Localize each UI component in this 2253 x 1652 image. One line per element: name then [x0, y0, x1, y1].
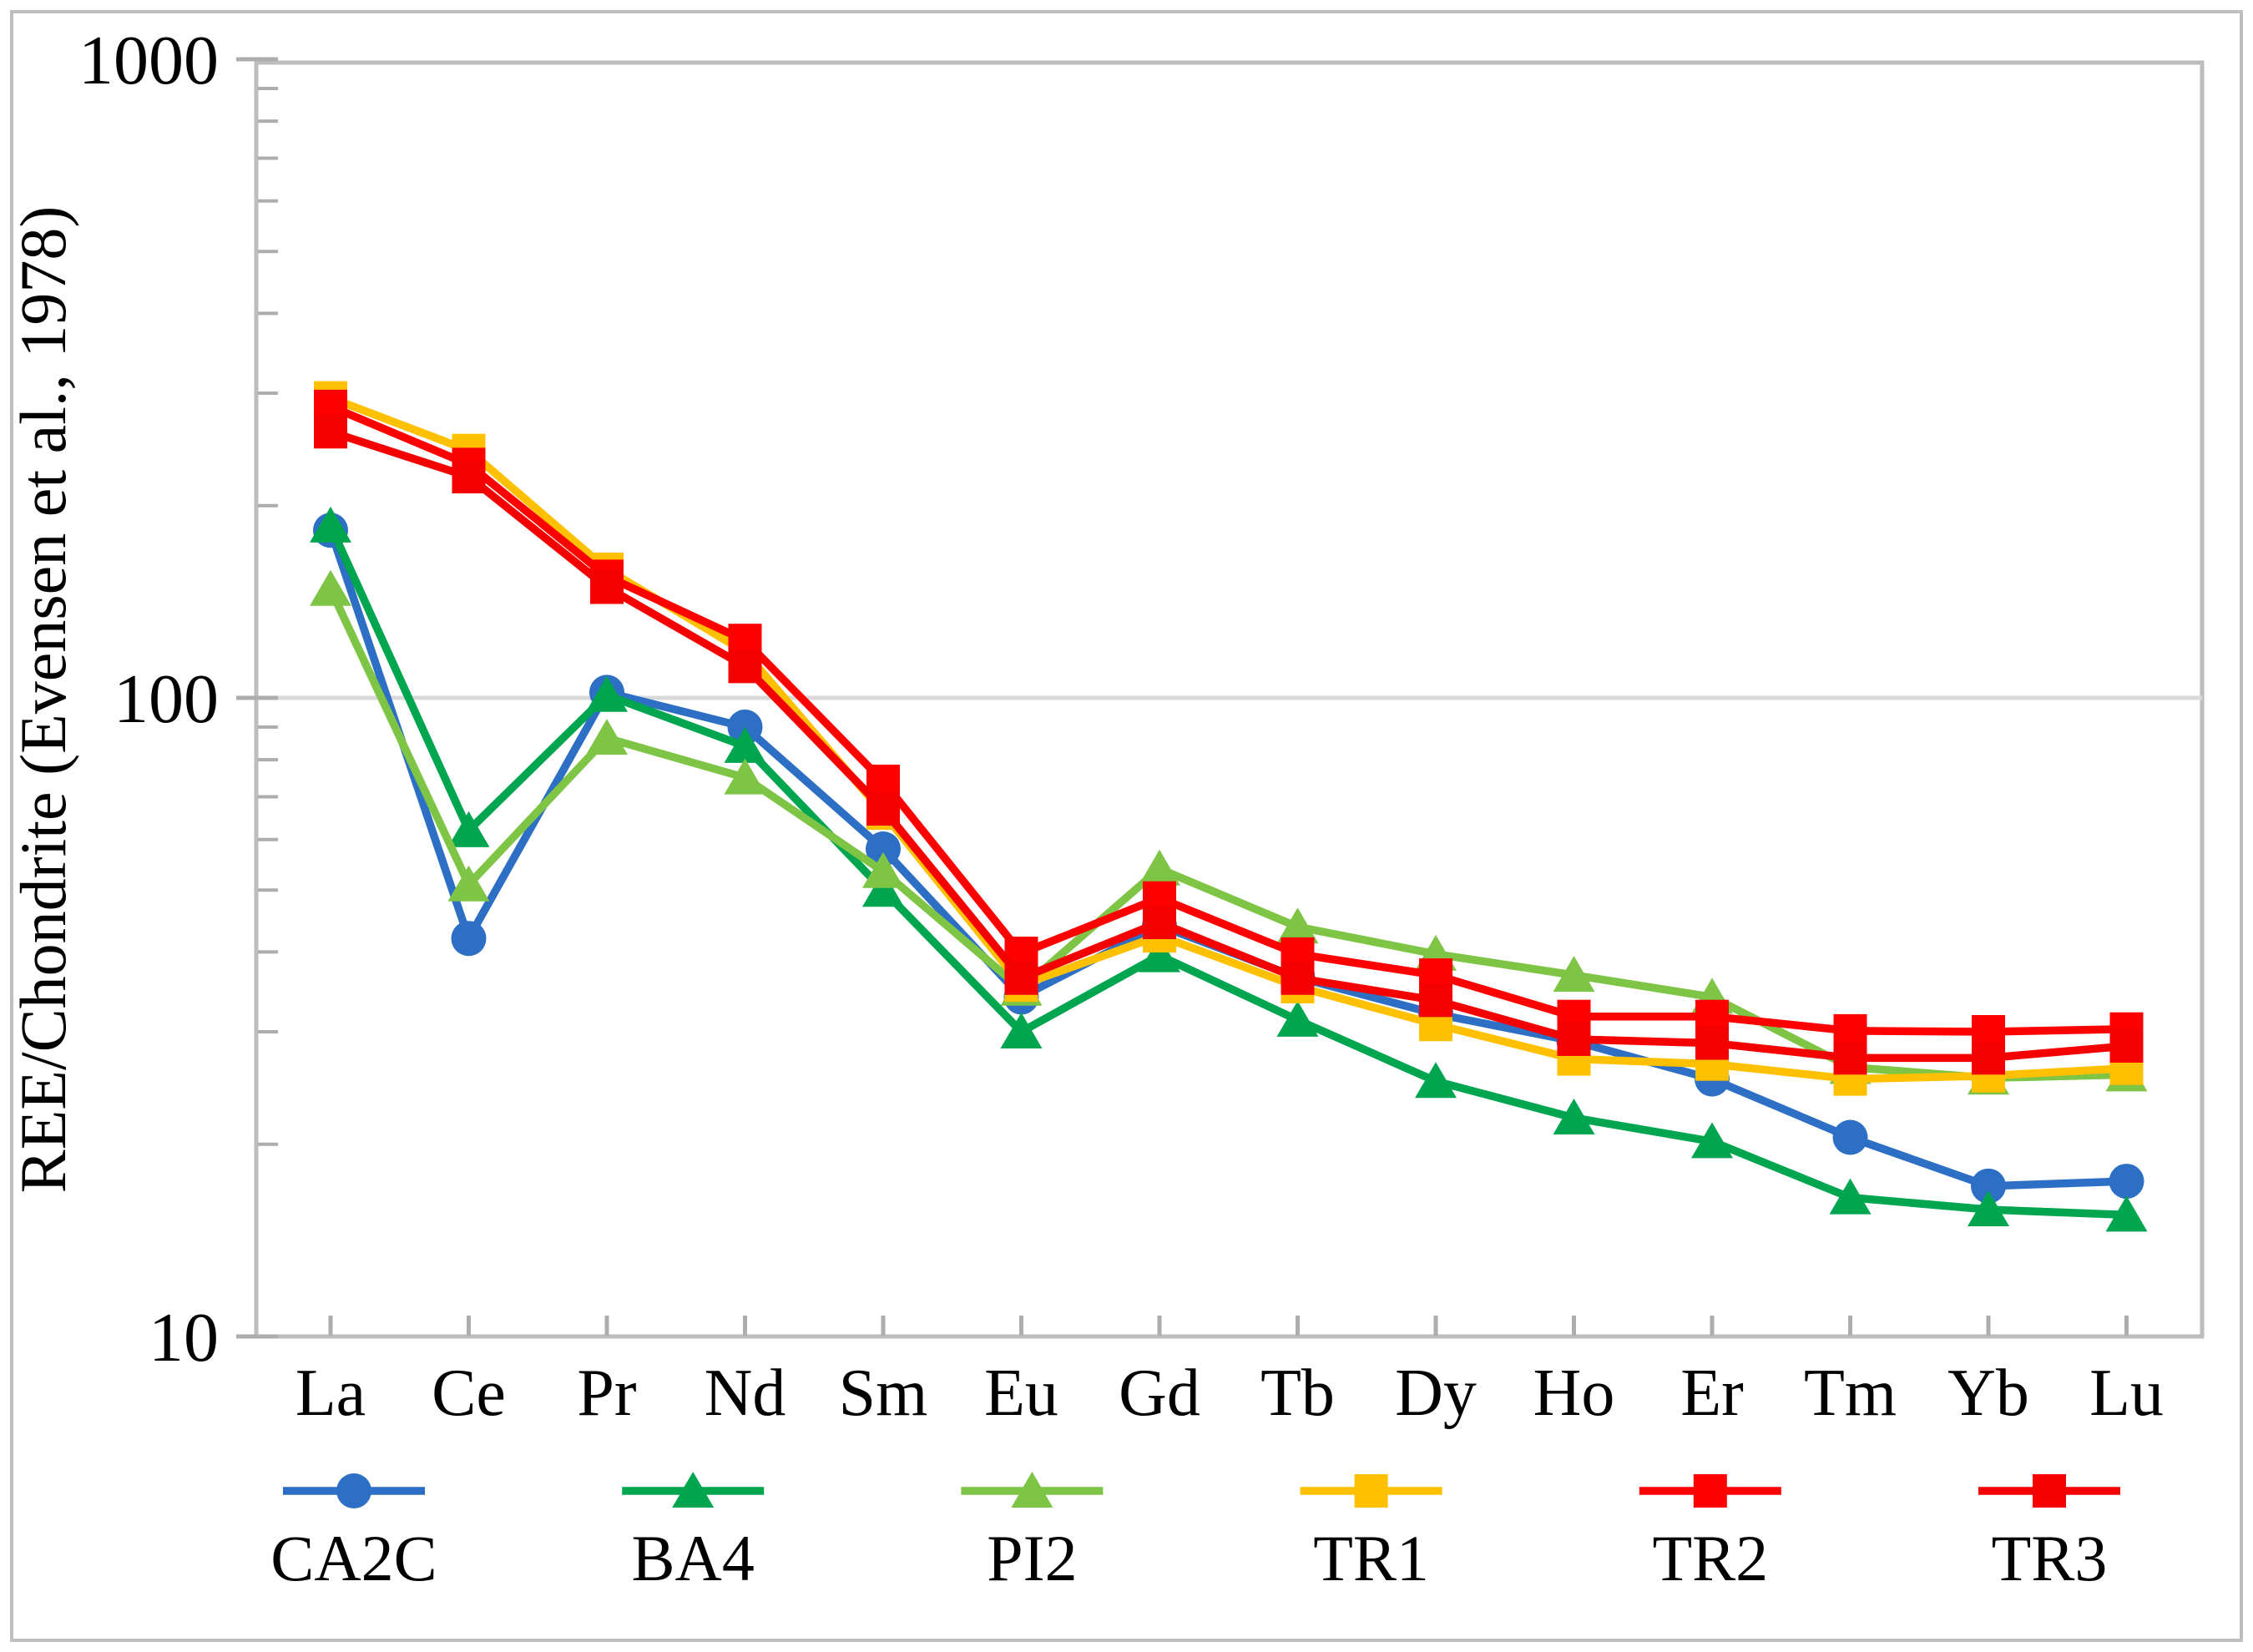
marker-TR3-Tb [1281, 961, 1315, 995]
marker-BA4-Sm [862, 871, 904, 907]
marker-PI2-Pr [586, 719, 628, 755]
legend-label-TR1: TR1 [1313, 1522, 1429, 1594]
x-tick-label-Yb: Yb [1947, 1356, 2029, 1430]
marker-BA4-Tm [1829, 1178, 1872, 1215]
marker-TR3-Ce [452, 460, 486, 494]
marker-TR3-Er [1695, 1026, 1729, 1060]
marker-PI2-Sm [862, 851, 904, 888]
legend-marker-CA2C [336, 1473, 371, 1508]
legend-label-PI2: PI2 [987, 1522, 1077, 1594]
series-line-BA4 [326, 523, 2127, 1220]
marker-PI2-Ho [1553, 956, 1595, 993]
x-tick-label-La: La [296, 1356, 366, 1430]
marker-BA4-Nd [724, 726, 766, 763]
legend-item-PI2: PI2 [961, 1472, 1104, 1594]
marker-TR3-Gd [1143, 906, 1176, 940]
y-tick-label-1000: 1000 [78, 22, 219, 99]
marker-BA4-Lu [2105, 1195, 2148, 1232]
marker-TR3-Lu [2109, 1029, 2144, 1063]
marker-TR3-Nd [728, 649, 762, 684]
x-tick-label-Tm: Tm [1804, 1356, 1897, 1430]
x-tick-label-Tb: Tb [1260, 1356, 1335, 1430]
series-line-TR2 [329, 402, 2127, 1036]
x-tick-labels: La Ce Pr Nd Sm Eu Gd Tb Dy Ho Er Tm Yb Lu [296, 1356, 2164, 1430]
legend-item-TR2: TR2 [1639, 1474, 1781, 1594]
marker-PI2-Ce [447, 865, 490, 902]
legend-item-TR3: TR3 [1978, 1474, 2120, 1594]
outer-frame [10, 10, 2243, 1642]
marker-BA4-Gd [1139, 936, 1180, 973]
marker-PI2-Gd [1139, 849, 1180, 886]
legend-label-TR2: TR2 [1652, 1522, 1768, 1594]
marker-CA2C-Yb [1971, 1168, 2006, 1204]
marker-TR3-Tm [1833, 1041, 1867, 1075]
marker-CA2C-Ce [451, 921, 487, 957]
marker-BA4-Er [1691, 1122, 1733, 1159]
x-tick-label-Ce: Ce [432, 1356, 506, 1430]
x-tick-label-Dy: Dy [1395, 1356, 1477, 1430]
x-tick-label-Er: Er [1680, 1356, 1744, 1430]
marker-BA4-Ce [447, 811, 490, 847]
marker-TR3-Eu [1004, 961, 1038, 995]
marker-TR3-Sm [866, 792, 900, 826]
legend-marker-TR2 [1693, 1474, 1727, 1508]
series-layer [310, 381, 2148, 1232]
marker-TR3-La [314, 415, 347, 449]
marker-PI2-Nd [724, 758, 766, 795]
legend-item-TR1: TR1 [1300, 1474, 1442, 1594]
marker-BA4-Pr [586, 675, 628, 712]
marker-CA2C-Lu [2109, 1164, 2144, 1200]
legend-marker-PI2 [1011, 1472, 1053, 1508]
series-BA4 [310, 506, 2148, 1232]
series-PI2 [310, 569, 2148, 1095]
legend-item-CA2C: CA2C [270, 1473, 437, 1594]
x-tick-label-Ho: Ho [1533, 1356, 1615, 1430]
legend-item-BA4: BA4 [622, 1472, 765, 1594]
marker-TR3-Yb [1972, 1041, 2005, 1075]
marker-BA4-Yb [1968, 1190, 2009, 1227]
y-tick-label-100: 100 [114, 660, 219, 738]
marker-TR3-Dy [1419, 983, 1452, 1018]
marker-TR3-Ho [1557, 1022, 1591, 1056]
marker-BA4-Dy [1415, 1062, 1457, 1099]
series-line-PI2 [326, 587, 2127, 1083]
y-tick-labels: 1000 100 10 [78, 22, 219, 1377]
legend-marker-TR3 [2033, 1474, 2066, 1508]
x-tick-label-Nd: Nd [705, 1356, 786, 1430]
y-tick-label-10: 10 [149, 1299, 219, 1377]
legend-marker-BA4 [672, 1472, 715, 1508]
y-axis-title: REE/Chondrite (Evensen et al., 1978) [7, 206, 79, 1194]
x-tick-label-Gd: Gd [1119, 1356, 1200, 1430]
series-CA2C [313, 513, 2144, 1204]
marker-BA4-Tb [1276, 1000, 1319, 1037]
marker-PI2-Tb [1276, 907, 1319, 944]
legend: CA2C BA4 PI2 TR1 TR2 TR3 [270, 1472, 2120, 1594]
marker-BA4-La [310, 506, 351, 543]
axis-ticks [236, 57, 2129, 1339]
marker-BA4-Ho [1553, 1099, 1595, 1135]
legend-label-BA4: BA4 [632, 1522, 755, 1594]
legend-label-TR3: TR3 [1992, 1522, 2108, 1594]
marker-BA4-Eu [1000, 1013, 1043, 1049]
x-tick-label-Pr: Pr [577, 1356, 636, 1430]
marker-TR3-Pr [590, 570, 624, 604]
legend-marker-TR1 [1354, 1474, 1388, 1508]
legend-label-CA2C: CA2C [270, 1522, 437, 1594]
x-tick-label-Eu: Eu [984, 1356, 1058, 1430]
marker-CA2C-Sm [866, 831, 901, 866]
x-tick-label-Lu: Lu [2089, 1356, 2164, 1430]
marker-PI2-La [310, 569, 351, 606]
marker-CA2C-Tm [1832, 1119, 1868, 1155]
x-tick-label-Sm: Sm [839, 1356, 928, 1430]
series-line-TR3 [329, 427, 2127, 1063]
series-TR3 [314, 415, 2144, 1075]
